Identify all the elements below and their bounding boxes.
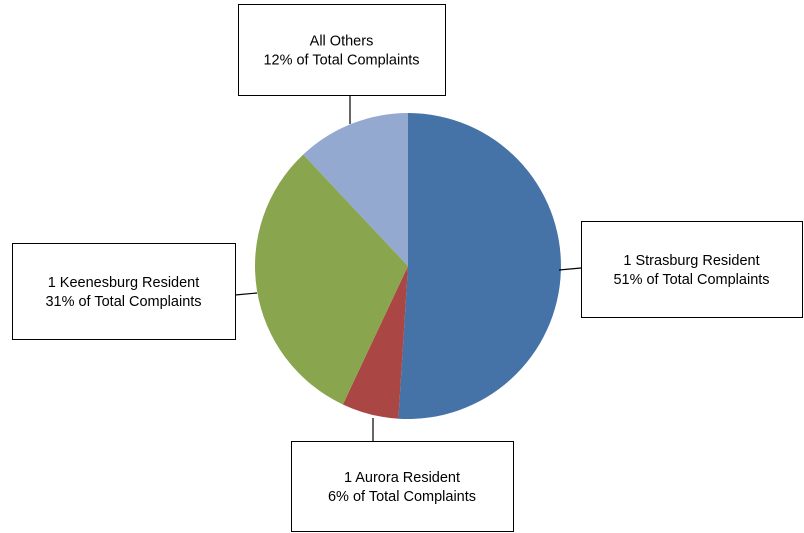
- slice-value-label: 31% of Total Complaints: [45, 294, 201, 310]
- callout-box: [291, 441, 514, 532]
- slice-label: 1 Keenesburg Resident: [48, 275, 200, 291]
- slice-value-label: 51% of Total Complaints: [613, 272, 769, 288]
- slice-label: 1 Aurora Resident: [344, 470, 460, 486]
- slice-label: 1 Strasburg Resident: [623, 253, 759, 269]
- slice-value-label: 6% of Total Complaints: [328, 489, 476, 505]
- pie-slice-1-strasburg-resident: [398, 113, 561, 419]
- callout-all-others: All Others 12% of Total Complaints: [238, 4, 446, 96]
- pie-slice-1-aurora-resident: [342, 266, 408, 419]
- leader-line-1-strasburg-resident: [558, 267, 582, 271]
- slice-label: All Others: [310, 34, 374, 50]
- leader-lines: [234, 95, 582, 441]
- callout-box: [12, 243, 236, 340]
- callout-1-aurora-resident: 1 Aurora Resident 6% of Total Complaints: [291, 441, 514, 532]
- pie-slices: [254, 113, 561, 419]
- slice-value-label: 12% of Total Complaints: [263, 53, 419, 69]
- leader-line-1-keenesburg-resident: [234, 292, 258, 296]
- callout-box: [238, 4, 446, 96]
- callout-1-keenesburg-resident: 1 Keenesburg Resident 31% of Total Compla…: [12, 243, 236, 340]
- pie-slice-1-keenesburg-resident: [254, 154, 408, 405]
- callout-box: [581, 221, 803, 318]
- callout-labels: 1 Strasburg Resident 51% of Total Complai…: [12, 4, 803, 532]
- callout-1-strasburg-resident: 1 Strasburg Resident 51% of Total Complai…: [581, 221, 803, 318]
- pie-slice-all-others: [303, 113, 408, 266]
